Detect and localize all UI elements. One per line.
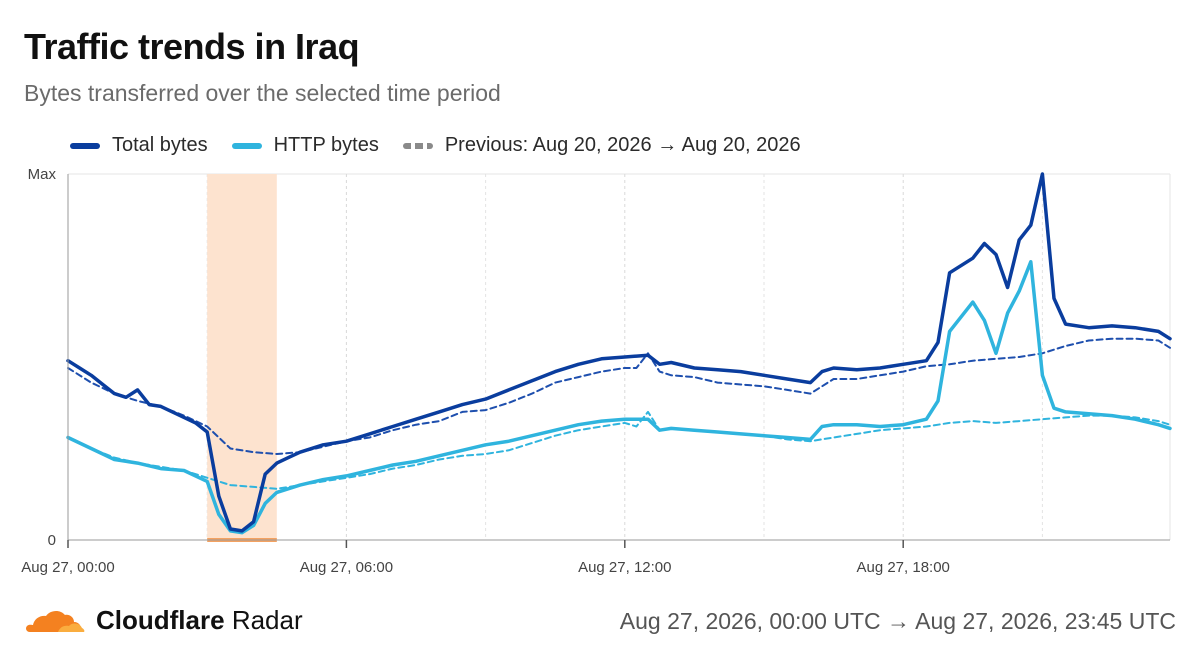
legend-item-http-bytes[interactable]: HTTP bytes xyxy=(231,134,379,157)
axis-layer: Max 0 Aug 27, 00:00 Aug 27, 06:00 Aug 27, 12… xyxy=(21,166,1170,576)
x-tick-label-3: Aug 27, 18:00 xyxy=(856,559,949,576)
legend-swatch-total xyxy=(70,142,100,149)
series-line-1 xyxy=(66,260,1172,535)
legend-item-previous[interactable]: Previous: Aug 20, 2026 → Aug 20, 2026 xyxy=(402,134,801,157)
legend-item-total-bytes[interactable]: Total bytes xyxy=(70,134,208,157)
chart-title: Traffic trends in Iraq xyxy=(24,26,360,67)
chart-subtitle: Bytes transferred over the selected time… xyxy=(24,80,501,106)
series-line-2 xyxy=(67,337,1171,455)
cloudflare-cloud-icon xyxy=(24,610,86,634)
legend-label-total: Total bytes xyxy=(112,134,208,156)
cloudflare-radar-brand[interactable]: Cloudflare Radar xyxy=(24,604,303,636)
brand-name-light: Radar xyxy=(231,604,303,635)
brand-name-bold: Cloudflare xyxy=(96,604,225,635)
x-tick-label-0: Aug 27, 00:00 xyxy=(21,559,114,576)
x-tick-label-1: Aug 27, 06:00 xyxy=(300,559,393,576)
series-line-0 xyxy=(66,172,1172,533)
legend-swatch-http xyxy=(231,142,262,149)
line-chart: Max 0 Aug 27, 00:00 Aug 27, 06:00 Aug 27, 12… xyxy=(21,166,1172,576)
chart-legend: Total bytes HTTP bytes Previous: Aug 20,… xyxy=(70,134,825,157)
legend-swatch-previous xyxy=(402,142,433,149)
y-tick-label-0: Max xyxy=(28,166,57,183)
series-layer xyxy=(66,172,1172,535)
brand-name: Cloudflare Radar xyxy=(96,605,303,636)
x-tick-label-2: Aug 27, 12:00 xyxy=(578,559,671,576)
legend-label-http: HTTP bytes xyxy=(273,134,379,156)
y-tick-label-1: 0 xyxy=(48,532,56,549)
legend-label-previous: Previous: Aug 20, 2026 → Aug 20, 2026 xyxy=(444,134,801,156)
time-range: Aug 27, 2026, 00:00 UTC → Aug 27, 2026, … xyxy=(619,608,1176,634)
